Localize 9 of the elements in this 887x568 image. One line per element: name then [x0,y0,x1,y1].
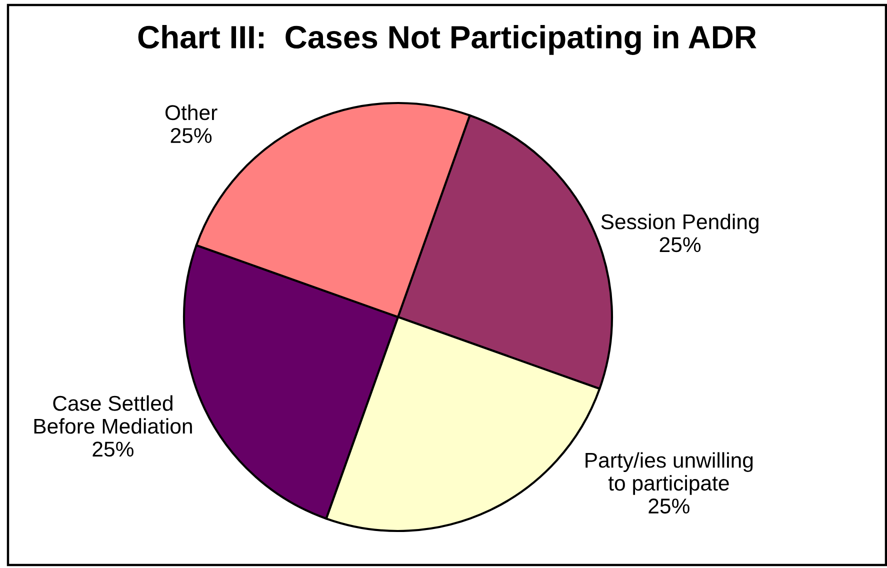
data-label: 25% [170,128,212,144]
slice-label: Session Pending [601,214,758,234]
chart-title: Chart III: Cases Not Participating in ADR [138,25,756,55]
data-label: 25% [92,442,134,457]
data-label: 25% [660,237,701,252]
slice-label: Party/ies unwilling to participate [586,452,753,495]
data-label: 25% [648,498,690,514]
slice-label: Other [165,104,218,120]
slice-label: Case Settled Before Mediation [34,395,192,434]
